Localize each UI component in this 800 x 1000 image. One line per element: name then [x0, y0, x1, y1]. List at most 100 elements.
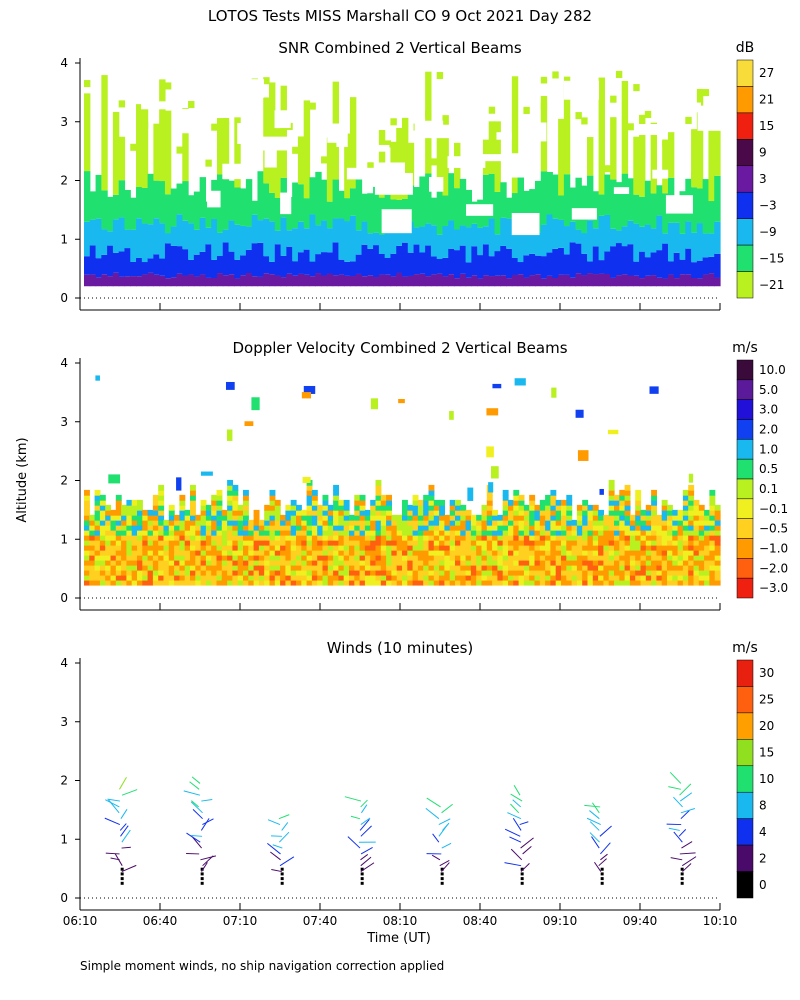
- velocity-cell: [163, 579, 170, 586]
- velocity-cell: [237, 579, 244, 586]
- velocity-cell: [417, 539, 424, 546]
- snr-cell: [714, 175, 721, 222]
- velocity-cell: [449, 549, 456, 556]
- wind-barb: [438, 818, 451, 826]
- velocity-cell: [539, 529, 546, 536]
- velocity-cell: [306, 579, 313, 586]
- snr-cell: [176, 214, 183, 247]
- velocity-cell: [243, 509, 249, 516]
- velocity-cell: [195, 549, 202, 556]
- velocity-cell: [115, 564, 122, 571]
- snr-cell: [326, 137, 334, 202]
- velocity-cell: [147, 569, 154, 576]
- snr-cell: [222, 121, 230, 180]
- wind-barb: [679, 792, 693, 802]
- snr-cell: [650, 193, 657, 229]
- velocity-cell: [619, 489, 626, 496]
- snr-cell: [581, 233, 588, 254]
- snr-cell: [627, 220, 634, 245]
- snr-cell: [355, 254, 363, 274]
- velocity-cell: [704, 529, 710, 536]
- wind-barb: [599, 825, 612, 837]
- velocity-cell: [354, 509, 361, 516]
- y-tick-label: 4: [60, 356, 68, 370]
- wind-barb: [360, 846, 373, 855]
- velocity-cell: [640, 569, 647, 576]
- velocity-cell: [624, 574, 631, 581]
- wind-marker: [520, 867, 524, 871]
- snr-cell: [610, 117, 617, 180]
- snr-cell: [563, 174, 571, 227]
- velocity-cell: [497, 549, 504, 556]
- velocity-cell: [243, 504, 249, 511]
- colorbar-tick-label: 0.5: [759, 462, 778, 476]
- velocity-cell: [566, 554, 573, 561]
- velocity-cell: [195, 514, 202, 521]
- velocity-cell: [455, 579, 461, 586]
- velocity-cell: [651, 544, 657, 551]
- velocity-cell: [386, 504, 392, 511]
- velocity-cell: [688, 559, 695, 566]
- velocity-cell: [518, 549, 525, 556]
- wind-barb: [442, 822, 450, 831]
- velocity-cell: [147, 544, 154, 551]
- snr-cell: [292, 146, 299, 154]
- velocity-cell: [94, 554, 101, 561]
- velocity-cell: [481, 574, 488, 581]
- velocity-cell: [513, 549, 520, 556]
- velocity-cell: [428, 514, 435, 521]
- colorbar-swatch: [736, 191, 754, 219]
- velocity-cell: [296, 519, 302, 526]
- velocity-cell: [99, 564, 106, 571]
- velocity-cell: [311, 574, 318, 581]
- velocity-cell: [566, 549, 573, 556]
- snr-cell: [598, 260, 605, 274]
- snr-cell: [708, 233, 715, 257]
- snr-cell: [355, 273, 363, 287]
- velocity-cell: [423, 564, 430, 571]
- velocity-cell: [635, 559, 642, 566]
- velocity-cell: [476, 519, 483, 526]
- velocity-cell: [110, 559, 117, 566]
- snr-cell: [245, 249, 253, 274]
- velocity-cell: [269, 574, 276, 581]
- snr-cell: [644, 224, 652, 258]
- velocity-cell: [470, 524, 477, 531]
- velocity-cell: [656, 574, 663, 581]
- velocity-cell: [428, 539, 435, 546]
- colorbar-tick-label: −15: [759, 251, 784, 265]
- snr-cell: [598, 194, 605, 216]
- snr-cell: [691, 262, 698, 279]
- velocity-cell: [693, 559, 700, 566]
- velocity-cell: [513, 544, 520, 551]
- velocity-cell: [508, 519, 514, 526]
- velocity-cell: [131, 519, 138, 526]
- snr-cell: [615, 275, 623, 287]
- velocity-cell: [105, 569, 112, 576]
- snr-cell: [297, 252, 305, 274]
- wind-barb: [200, 818, 210, 831]
- velocity-cell: [523, 544, 530, 551]
- velocity-cell: [608, 574, 615, 581]
- snr-cell: [511, 274, 519, 287]
- velocity-cell: [126, 519, 133, 526]
- velocity-cell: [152, 569, 159, 576]
- snr-cell: [667, 132, 675, 178]
- velocity-cell: [513, 564, 520, 571]
- snr-cell: [662, 140, 669, 194]
- velocity-cell: [94, 514, 101, 521]
- velocity-cell: [545, 499, 551, 506]
- velocity-cell: [508, 514, 514, 521]
- velocity-cell: [269, 524, 276, 531]
- velocity-cell: [269, 564, 276, 571]
- snr-cell: [263, 77, 270, 85]
- velocity-cell: [190, 534, 196, 541]
- wind-marker: [600, 881, 604, 885]
- velocity-cell: [592, 564, 599, 571]
- velocity-cell: [523, 519, 530, 526]
- velocity-cell: [370, 564, 377, 571]
- wind-barb: [267, 819, 281, 826]
- velocity-cell: [497, 554, 504, 561]
- snr-cell: [338, 259, 345, 275]
- velocity-cell: [269, 514, 276, 521]
